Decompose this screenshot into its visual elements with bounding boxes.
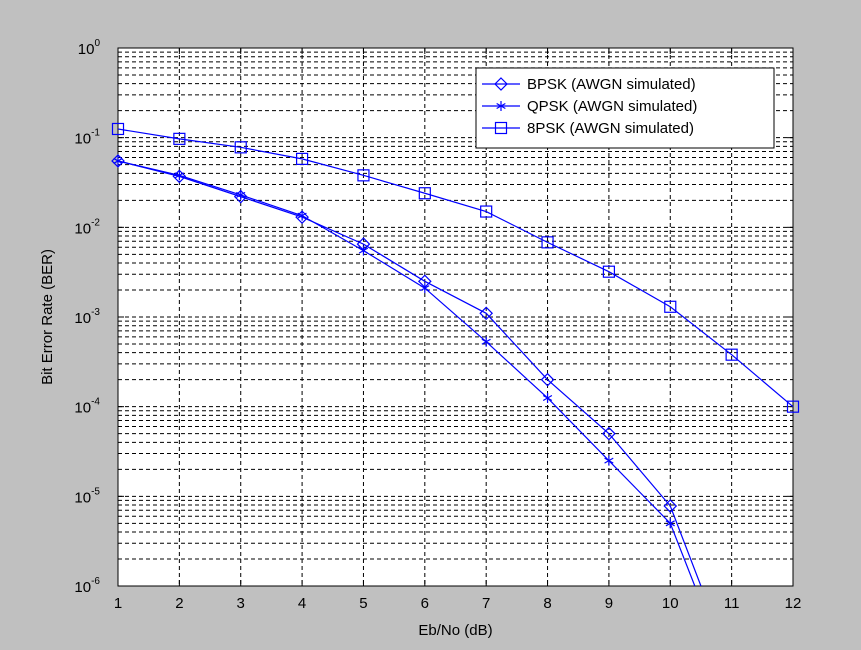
- series-marker: [113, 155, 123, 166]
- asterisk-stroke: [174, 172, 185, 179]
- legend-label: 8PSK (AWGN simulated): [527, 120, 694, 137]
- series-marker: [665, 518, 675, 529]
- x-tick-label: 7: [482, 595, 490, 612]
- x-tick-label: 3: [237, 595, 245, 612]
- y-tick-label: 10-3: [74, 307, 100, 327]
- series-marker: [479, 306, 494, 321]
- series-marker: [234, 141, 247, 154]
- series-line: [117, 128, 794, 408]
- series-marker: [664, 300, 677, 313]
- series-marker: [420, 283, 430, 294]
- legend-item-2: QPSK (AWGN simulated): [482, 98, 697, 115]
- series-marker: [786, 400, 800, 413]
- legend-item-3: 8PSK (AWGN simulated): [482, 120, 694, 137]
- asterisk-stroke: [113, 157, 123, 164]
- y-tick-label: 10-6: [74, 576, 100, 596]
- y-tick-label: 10-5: [74, 486, 100, 506]
- series-marker: [418, 187, 431, 200]
- asterisk-stroke: [542, 394, 553, 401]
- series-marker: [541, 236, 554, 249]
- series-marker: [358, 245, 369, 256]
- asterisk-stroke: [496, 102, 506, 110]
- asterisk-stroke: [420, 285, 430, 292]
- series-marker: [236, 189, 246, 200]
- legend-item-1: BPSK (AWGN simulated): [482, 76, 696, 93]
- x-tick-label: 2: [175, 595, 183, 612]
- series-marker: [602, 265, 616, 278]
- x-tick-label: 4: [298, 595, 306, 612]
- series-3: [111, 122, 800, 413]
- asterisk-stroke: [665, 520, 675, 527]
- asterisk-stroke: [236, 191, 246, 198]
- series-marker: [481, 336, 491, 347]
- y-tick-exponent: -5: [91, 486, 100, 497]
- y-tick-label: 10-2: [74, 217, 100, 237]
- y-tick-exponent: -4: [91, 397, 100, 408]
- y-tick-base: 10: [74, 131, 91, 148]
- series-2: [113, 155, 696, 587]
- axis-ticks: 1 2 3 4 5 6 7 8 9 10 11 1210010-110-210-310-410-510…: [74, 38, 801, 612]
- y-tick-exponent: -1: [91, 128, 100, 139]
- x-tick-label: 11: [724, 595, 740, 612]
- legend-marker: [494, 77, 508, 91]
- series-marker: [295, 210, 309, 224]
- y-tick-base: 10: [74, 310, 91, 327]
- legend-marker: [496, 101, 506, 111]
- y-tick-label: 10-4: [74, 397, 100, 417]
- x-tick-label: 8: [543, 595, 551, 612]
- series-marker: [540, 372, 555, 387]
- x-tick-label: 6: [421, 595, 429, 612]
- legend: BPSK (AWGN simulated) QPSK (AWGN simulate…: [475, 67, 775, 149]
- asterisk-stroke: [604, 457, 614, 464]
- series-marker: [357, 169, 370, 182]
- y-tick-exponent: -2: [91, 217, 100, 228]
- asterisk-stroke: [297, 212, 307, 219]
- y-tick-base: 10: [78, 41, 95, 58]
- series-layer: [111, 122, 800, 587]
- legend-label: QPSK (AWGN simulated): [527, 98, 697, 115]
- series-marker: [663, 499, 678, 513]
- series-marker: [604, 455, 614, 466]
- series-marker: [295, 152, 309, 165]
- series-line: [117, 160, 702, 587]
- series-marker: [173, 132, 186, 145]
- series-marker: [174, 170, 185, 181]
- y-tick-base: 10: [74, 489, 91, 506]
- y-tick-exponent: 0: [94, 38, 100, 49]
- series-marker: [297, 210, 307, 221]
- y-tick-base: 10: [74, 579, 91, 596]
- x-tick-label: 1: [114, 595, 122, 612]
- y-tick-label: 100: [78, 38, 101, 58]
- x-tick-label: 5: [359, 595, 367, 612]
- y-tick-exponent: -6: [91, 576, 100, 587]
- series-marker: [480, 205, 493, 218]
- y-tick-base: 10: [74, 220, 91, 237]
- series-marker: [602, 426, 616, 441]
- x-tick-label: 12: [785, 595, 802, 612]
- x-tick-label: 10: [662, 595, 679, 612]
- y-tick-label: 10-1: [74, 128, 100, 148]
- series-marker: [233, 189, 248, 204]
- series-marker: [111, 122, 125, 136]
- legend-box: [475, 67, 775, 149]
- legend-marker: [494, 121, 508, 135]
- asterisk-stroke: [358, 247, 369, 254]
- x-axis-label: Eb/No (dB): [418, 622, 492, 639]
- x-tick-label: 9: [605, 595, 613, 612]
- y-tick-base: 10: [74, 400, 91, 417]
- asterisk-stroke: [481, 338, 491, 345]
- series-marker: [542, 392, 553, 403]
- y-axis-label: Bit Error Rate (BER): [39, 249, 56, 385]
- y-tick-exponent: -3: [91, 307, 100, 318]
- series-marker: [725, 348, 738, 361]
- legend-label: BPSK (AWGN simulated): [527, 76, 696, 93]
